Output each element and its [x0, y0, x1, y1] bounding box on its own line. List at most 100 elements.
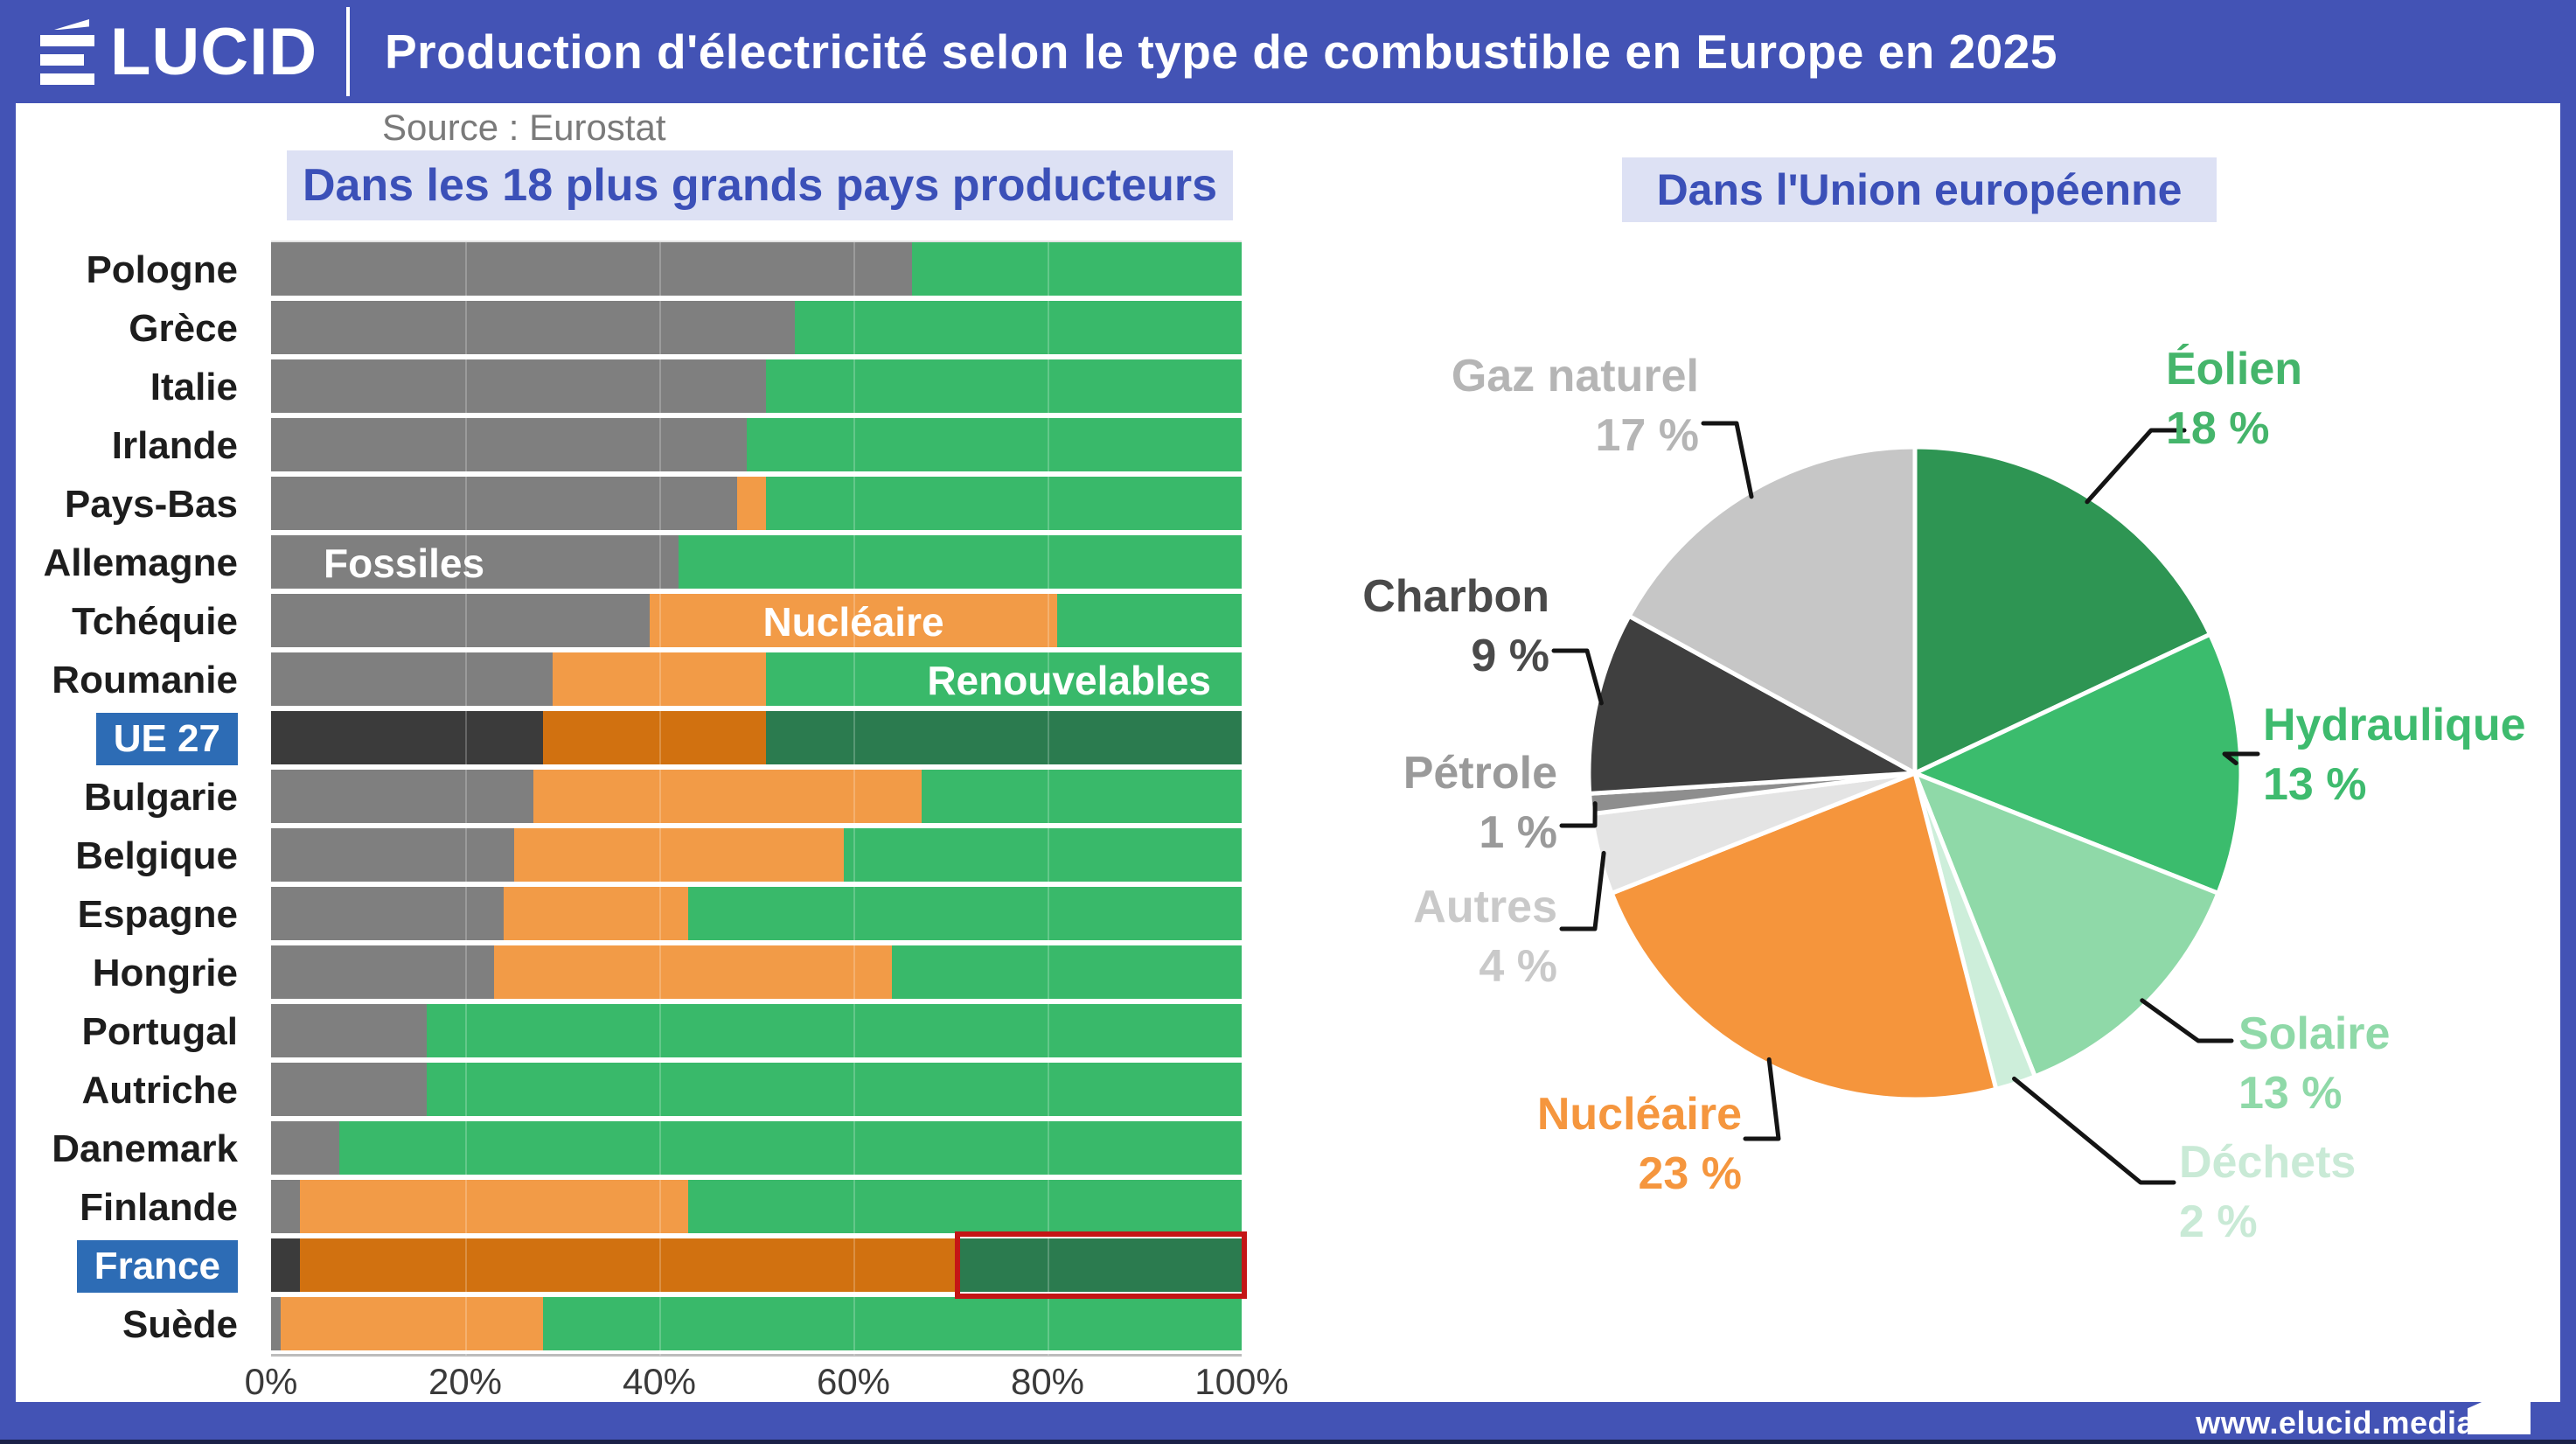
pie-label-Pétrole: Pétrole 1 %: [1403, 748, 1557, 858]
country-label-Allemagne: Allemagne: [43, 541, 238, 584]
leader-line-Autres: [1559, 850, 1606, 931]
bar-row-Portugal: [271, 1004, 1242, 1057]
elucid-arrow-icon: [2468, 1380, 2531, 1434]
bar-row-Pologne: [271, 242, 1242, 296]
bar-segment-fossiles-Danemark: [271, 1121, 339, 1175]
pie-label-Éolien: Éolien 18 %: [2166, 344, 2303, 454]
bar-segment-fossiles-Belgique: [271, 828, 514, 882]
left-chart-subtitle: Dans les 18 plus grands pays producteurs: [287, 150, 1233, 220]
bar-segment-renouvelables-Pologne: [911, 242, 1242, 296]
right-chart-subtitle: Dans l'Union européenne: [1622, 157, 2217, 222]
pie-label-Gaz naturel: Gaz naturel 17 %: [1451, 351, 1699, 461]
bar-row-France: [271, 1238, 1242, 1292]
x-tick-0%: 0%: [244, 1361, 298, 1402]
x-tick-80%: 80%: [1010, 1361, 1085, 1402]
bar-row-Italie: [271, 359, 1242, 413]
leader-line-Pétrole: [1559, 801, 1598, 828]
pie-chart: [1551, 421, 2260, 1185]
country-label-France: France: [0, 1237, 255, 1295]
logo-text: LUCID: [110, 15, 318, 89]
country-label-Autriche: Autriche: [81, 1068, 238, 1112]
frame-border-right: [2560, 103, 2576, 1444]
bar-segment-fossiles-Finlande: [271, 1180, 301, 1233]
bar-segment-nucléaire-Finlande: [300, 1180, 689, 1233]
bar-row-Suède: [271, 1297, 1242, 1350]
x-tick-100%: 100%: [1194, 1361, 1289, 1402]
gridline-40: [659, 242, 661, 1356]
bar-row-Bulgarie: [271, 770, 1242, 823]
source-note: Source : Eurostat: [382, 107, 666, 148]
gridline-20: [465, 242, 467, 1356]
bar-segment-nucléaire-Espagne: [504, 887, 689, 940]
bar-segment-renouvelables-Portugal: [426, 1004, 1242, 1057]
footer-bar: [0, 1402, 2576, 1444]
bar-row-Finlande: [271, 1180, 1242, 1233]
bar-row-Espagne: [271, 887, 1242, 940]
bar-segment-nucléaire-Roumanie: [552, 652, 767, 706]
bar-segment-fossiles-Allemagne: [271, 535, 679, 589]
bar-row-Allemagne: [271, 535, 1242, 589]
bar-segment-fossiles-France: [271, 1238, 301, 1292]
pie-slice-Nucléaire: [1609, 771, 1999, 1102]
leader-line-Hydraulique: [2222, 751, 2260, 765]
pie-label-Charbon: Charbon 9 %: [1362, 571, 1549, 681]
country-label-Finlande: Finlande: [80, 1185, 238, 1229]
country-label-Irlande: Irlande: [111, 423, 238, 467]
leader-line-Gaz naturel: [1701, 421, 1754, 499]
bar-row-Danemark: [271, 1121, 1242, 1175]
country-label-Italie: Italie: [150, 365, 238, 408]
country-label-Bulgarie: Bulgarie: [83, 775, 238, 819]
bar-row-UE 27: [271, 711, 1242, 764]
bar-segment-nucléaire-Pays-Bas: [736, 477, 767, 530]
leader-line-Déchets: [2012, 1076, 2176, 1185]
series-label-nucleaire: Nucléaire: [762, 599, 944, 645]
footer-edge: [0, 1440, 2576, 1444]
leader-line-Nucléaire: [1743, 1057, 1781, 1141]
bar-segment-nucléaire-Tchéquie: [649, 594, 1058, 647]
country-label-Pays-Bas: Pays-Bas: [64, 482, 238, 526]
pie-slice-Hydraulique: [1912, 631, 2244, 896]
bar-segment-renouvelables-Autriche: [426, 1063, 1242, 1116]
country-label-column: Pologne Grèce Italie Irlande Pays-Bas Allemag…: [0, 241, 255, 1354]
leader-line-Charbon: [1551, 648, 1604, 706]
bar-segment-renouvelables-Roumanie: [766, 652, 1242, 706]
bar-segment-renouvelables-Tchéquie: [1057, 594, 1242, 647]
leader-line-Solaire: [2140, 998, 2234, 1043]
bar-segment-fossiles-Bulgarie: [271, 770, 533, 823]
bar-row-Irlande: [271, 418, 1242, 471]
france-renewables-highlight-box: [955, 1231, 1247, 1299]
bar-segment-nucléaire-UE 27: [542, 711, 767, 764]
bar-segment-fossiles-Hongrie: [271, 945, 495, 999]
bar-segment-fossiles-UE 27: [271, 711, 543, 764]
bar-segment-fossiles-Portugal: [271, 1004, 427, 1057]
bar-segment-fossiles-Irlande: [271, 418, 747, 471]
bar-segment-renouvelables-Bulgarie: [921, 770, 1242, 823]
country-label-Roumanie: Roumanie: [52, 658, 238, 701]
pie-label-Nucléaire: Nucléaire 23 %: [1536, 1089, 1742, 1199]
bar-segment-nucléaire-Hongrie: [494, 945, 893, 999]
bar-segment-renouvelables-Allemagne: [679, 535, 1242, 589]
country-label-Espagne: Espagne: [77, 892, 238, 936]
bar-row-Autriche: [271, 1063, 1242, 1116]
bar-row-Pays-Bas: [271, 477, 1242, 530]
country-label-Belgique: Belgique: [75, 834, 238, 877]
logo-e-icon: [40, 19, 103, 85]
bar-segment-fossiles-Pologne: [271, 242, 912, 296]
gridline-60: [853, 242, 855, 1356]
bar-segment-renouvelables-Italie: [766, 359, 1242, 413]
header: LUCID Production d'électricité selon le …: [0, 0, 2576, 103]
bar-segment-fossiles-Grèce: [271, 301, 796, 354]
country-label-Tchéquie: Tchéquie: [72, 599, 238, 643]
bar-segment-renouvelables-UE 27: [766, 711, 1242, 764]
elucid-logo: LUCID: [40, 19, 317, 86]
country-label-Hongrie: Hongrie: [92, 951, 238, 994]
bar-segment-fossiles-Tchéquie: [271, 594, 650, 647]
pie-label-Autres: Autres 4 %: [1413, 882, 1557, 992]
country-label-UE 27: UE 27: [0, 709, 255, 768]
frame-border-left: [0, 103, 16, 1444]
x-axis-line: [271, 1354, 1242, 1357]
country-label-Suède: Suède: [122, 1302, 238, 1346]
bar-segment-renouvelables-Irlande: [746, 418, 1242, 471]
bar-segment-fossiles-Pays-Bas: [271, 477, 737, 530]
pie-label-Hydraulique: Hydraulique 13 %: [2263, 700, 2526, 810]
